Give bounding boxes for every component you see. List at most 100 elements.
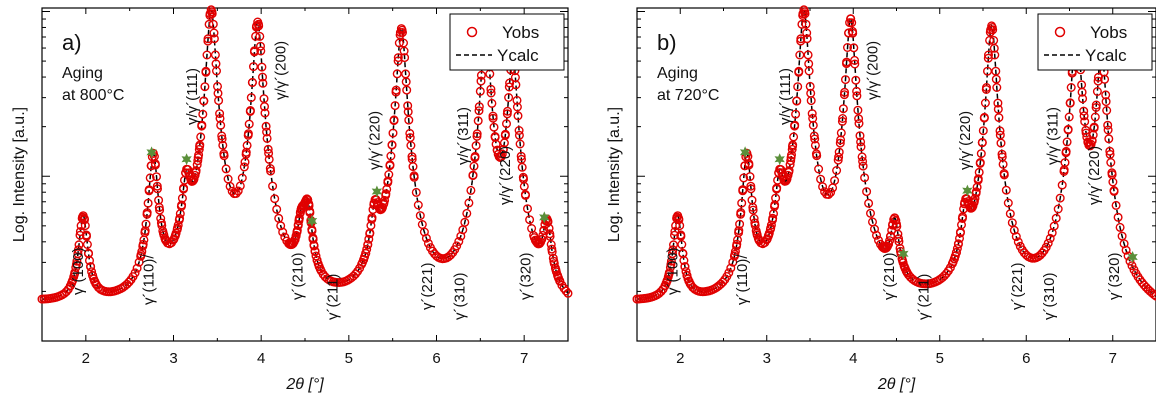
yobs-point bbox=[814, 164, 824, 174]
yobs-point bbox=[1060, 158, 1070, 168]
yobs-point bbox=[221, 164, 231, 174]
yobs-point bbox=[210, 50, 220, 60]
yobs-point bbox=[515, 139, 525, 149]
yobs-point bbox=[989, 35, 999, 45]
yobs-point bbox=[212, 81, 222, 91]
yobs-point bbox=[844, 28, 854, 38]
yobs-point bbox=[1093, 72, 1103, 82]
yobs-point bbox=[854, 114, 864, 124]
aging-temperature-label: at 800°C bbox=[62, 87, 124, 104]
star-marker bbox=[739, 146, 751, 159]
yobs-point bbox=[198, 109, 208, 119]
yobs-point bbox=[1066, 82, 1076, 92]
yobs-point bbox=[268, 181, 278, 191]
peak-label: γ/γ´(311) bbox=[455, 107, 472, 165]
yobs-point bbox=[802, 28, 812, 38]
x-axis-label: 2θ [°] bbox=[285, 376, 324, 393]
yobs-point bbox=[512, 102, 522, 112]
peak-label: γ/γ´(220) bbox=[1086, 146, 1103, 205]
yobs-point bbox=[734, 228, 744, 238]
yobs-point bbox=[462, 208, 472, 218]
yobs-point bbox=[202, 50, 212, 60]
yobs-point bbox=[214, 96, 224, 106]
yobs-point bbox=[235, 181, 245, 191]
yobs-point bbox=[174, 215, 184, 225]
yobs-point bbox=[489, 122, 499, 132]
yobs-point bbox=[838, 104, 848, 114]
yobs-point bbox=[737, 198, 747, 208]
yobs-point bbox=[404, 115, 414, 125]
legend-yobs-label: Yobs bbox=[502, 23, 539, 42]
yobs-point bbox=[747, 195, 757, 205]
yobs-point bbox=[402, 85, 412, 95]
legend-ycalc-label: Ycalc bbox=[1085, 46, 1127, 65]
yobs-point bbox=[260, 108, 270, 118]
yobs-point bbox=[513, 111, 523, 121]
yobs-point bbox=[791, 109, 801, 119]
yobs-point bbox=[523, 204, 533, 214]
yobs-point bbox=[724, 268, 734, 278]
yobs-point bbox=[138, 241, 148, 251]
yobs-point bbox=[246, 93, 256, 103]
yobs-point bbox=[487, 98, 497, 108]
yobs-point bbox=[792, 96, 802, 106]
yobs-point bbox=[309, 240, 319, 250]
yobs-point bbox=[363, 240, 373, 250]
yobs-point bbox=[670, 230, 680, 240]
yobs-point bbox=[754, 236, 764, 246]
yobs-point bbox=[206, 5, 216, 15]
yobs-point bbox=[978, 126, 988, 136]
yobs-point bbox=[150, 160, 160, 170]
star-marker bbox=[146, 146, 157, 159]
yobs-point bbox=[154, 195, 164, 205]
yobs-point bbox=[71, 263, 81, 273]
yobs-point bbox=[1092, 86, 1102, 96]
yobs-point bbox=[830, 176, 840, 186]
yobs-point bbox=[137, 247, 147, 257]
yobs-point bbox=[400, 53, 410, 63]
yobs-point bbox=[151, 172, 161, 182]
yobs-point bbox=[144, 186, 154, 196]
yobs-point bbox=[70, 268, 80, 278]
yobs-point bbox=[997, 149, 1007, 159]
yobs-point bbox=[870, 224, 880, 234]
yobs-point bbox=[407, 152, 417, 162]
peak-label: γ/γ´(220) bbox=[497, 146, 514, 205]
yobs-point bbox=[992, 82, 1002, 92]
yobs-point bbox=[991, 66, 1001, 76]
yobs-point bbox=[744, 160, 754, 170]
yobs-point bbox=[259, 94, 269, 104]
yobs-point bbox=[1013, 237, 1023, 247]
yobs-point bbox=[1089, 122, 1099, 132]
yobs-point bbox=[471, 141, 481, 151]
yobs-point bbox=[362, 244, 372, 254]
yobs-point bbox=[258, 78, 268, 88]
yobs-point bbox=[386, 151, 396, 161]
yobs-point bbox=[194, 144, 204, 154]
yobs-point bbox=[454, 236, 464, 246]
yobs-point bbox=[1101, 90, 1111, 100]
yobs-point bbox=[1085, 141, 1095, 151]
yobs-point bbox=[1065, 98, 1075, 108]
yobs-point bbox=[1100, 74, 1110, 84]
x-tick-label: 3 bbox=[763, 350, 771, 367]
yobs-point bbox=[841, 75, 851, 85]
yobs-point bbox=[293, 221, 303, 231]
yobs-point bbox=[849, 43, 859, 53]
yobs-point bbox=[994, 113, 1004, 123]
x-tick-label: 4 bbox=[257, 350, 265, 367]
yobs-point bbox=[73, 249, 83, 259]
peak-label: γ´(221) bbox=[1009, 262, 1026, 310]
yobs-point bbox=[786, 156, 796, 166]
yobs-point bbox=[736, 209, 746, 219]
yobs-point bbox=[872, 230, 882, 240]
yobs-point bbox=[894, 237, 904, 247]
yobs-point bbox=[155, 205, 165, 215]
yobs-point bbox=[797, 19, 807, 29]
yobs-point bbox=[505, 78, 515, 88]
yobs-point bbox=[470, 151, 480, 161]
yobs-point bbox=[73, 245, 83, 255]
yobs-point bbox=[800, 9, 810, 19]
yobs-point bbox=[272, 204, 282, 214]
yobs-point bbox=[387, 140, 397, 150]
